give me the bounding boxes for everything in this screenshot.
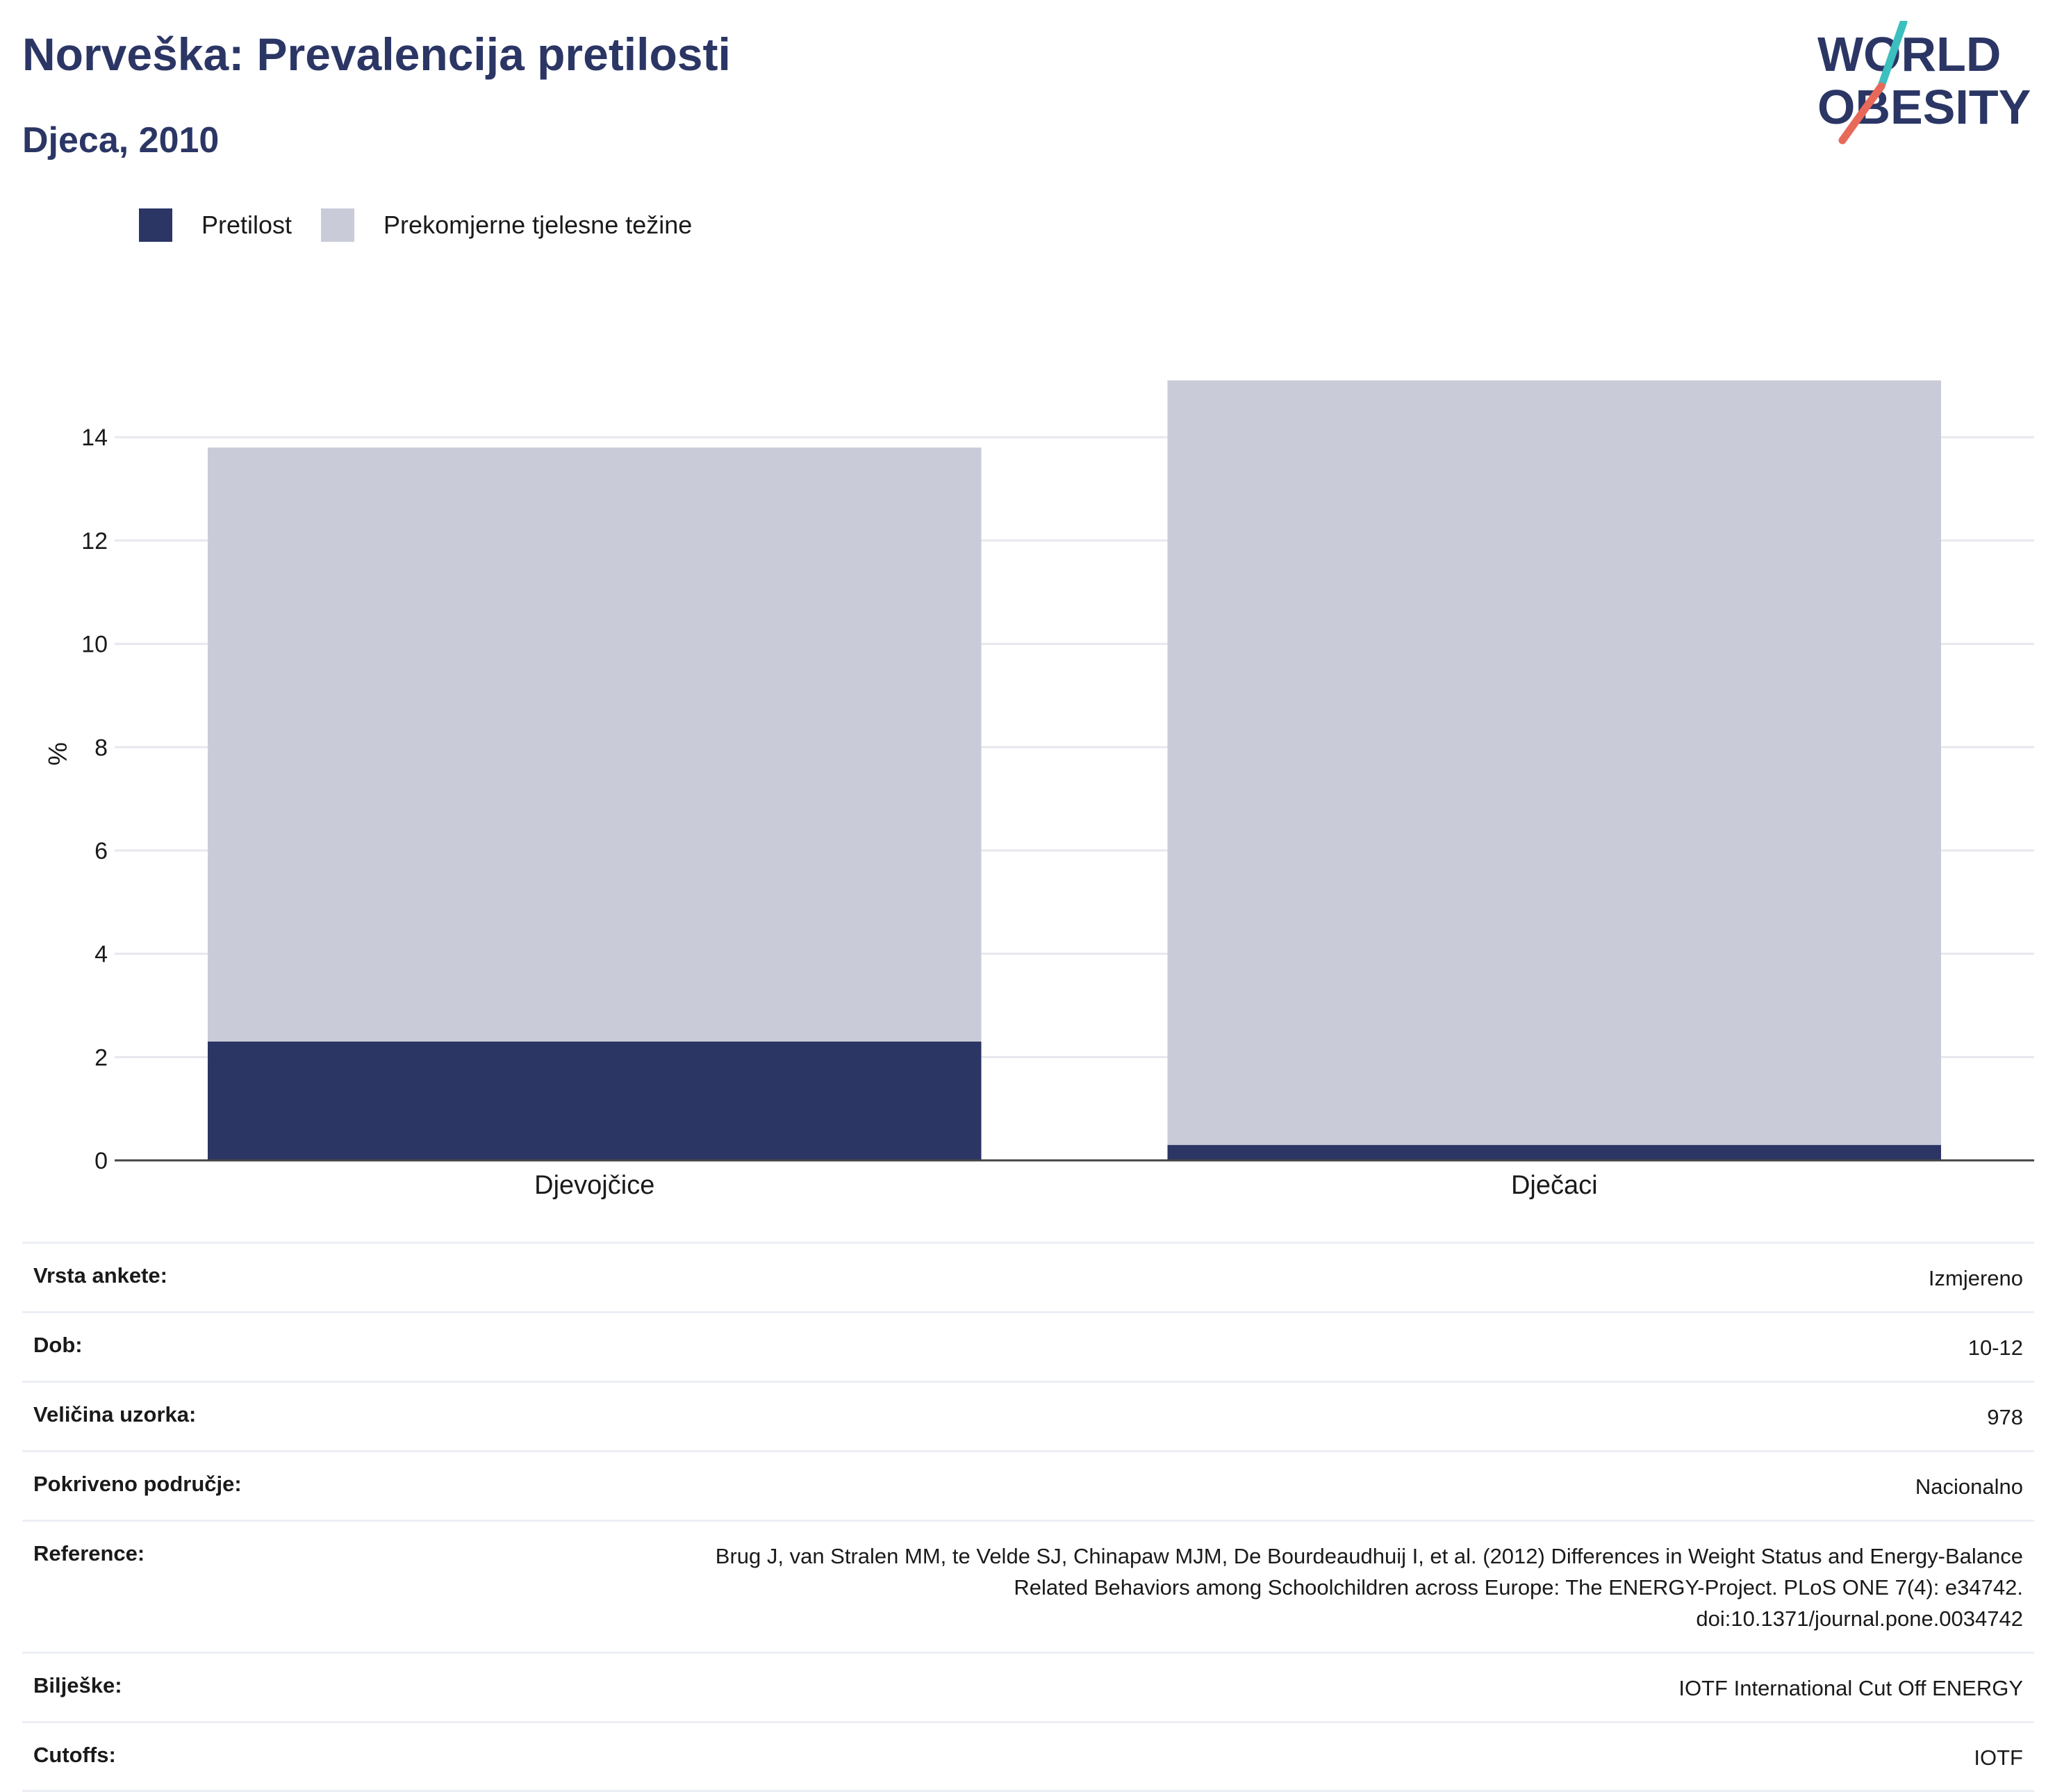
y-tick-label: 8 [94,734,108,761]
meta-value: IOTF International Cut Off ENERGY [1678,1673,2023,1704]
meta-row: Pokriveno područje: Nacionalno [22,1450,2034,1520]
y-tick-label: 2 [94,1044,108,1071]
meta-row: Veličina uzorka: 978 [22,1381,2034,1450]
bar-overweight [208,447,981,1042]
meta-value: Izmjereno [1929,1263,2023,1294]
meta-value-line: IOTF [1974,1743,2023,1774]
y-tick-label: 0 [94,1148,108,1174]
meta-row: Reference: Brug J, van Stralen MM, te Vel… [22,1520,2034,1652]
meta-key: Pokriveno područje: [33,1472,242,1497]
meta-value: 978 [1987,1402,2023,1433]
meta-value-line: doi:10.1371/journal.pone.0034742 [716,1604,2023,1635]
y-axis-label: % [42,742,72,766]
meta-value: Nacionalno [1915,1472,2023,1503]
x-tick-label: Dječaci [1511,1171,1598,1200]
meta-key: Dob: [33,1333,83,1358]
meta-value-line: Related Behaviors among Schoolchildren a… [716,1572,2023,1604]
meta-key: Veličina uzorka: [33,1402,196,1427]
y-tick-label: 14 [81,425,108,451]
meta-value-line: 10-12 [1968,1333,2023,1364]
y-tick-label: 12 [81,528,108,554]
meta-row: Dob: 10-12 [22,1311,2034,1381]
meta-key: Vrsta ankete: [33,1263,167,1288]
meta-value-line: 978 [1987,1402,2023,1433]
bar-obesity [1168,1145,1941,1160]
meta-value: Brug J, van Stralen MM, te Velde SJ, Chi… [716,1541,2023,1635]
meta-key: Reference: [33,1541,145,1566]
meta-value-line: Brug J, van Stralen MM, te Velde SJ, Chi… [716,1541,2023,1572]
meta-value-line: Izmjereno [1929,1263,2023,1294]
bar-chart: 0 2 4 6 8 10 12 14% Djevojčice Dječaci [0,0,2055,1223]
meta-value-line: IOTF International Cut Off ENERGY [1678,1673,2023,1704]
meta-row: Bilješke: IOTF International Cut Off ENER… [22,1652,2034,1721]
survey-details-table: Vrsta ankete: Izmjereno Dob: 10-12 Veličina … [22,1242,2034,1792]
meta-row: Cutoffs: IOTF [22,1721,2034,1792]
y-tick-label: 10 [81,632,108,658]
x-tick-label: Djevojčice [534,1171,654,1200]
meta-value: 10-12 [1968,1333,2023,1364]
bar-overweight [1168,380,1941,1144]
bar-obesity [208,1042,981,1160]
meta-row: Vrsta ankete: Izmjereno [22,1242,2034,1311]
meta-key: Bilješke: [33,1673,122,1698]
y-tick-label: 6 [94,838,108,864]
meta-value: IOTF [1974,1743,2023,1774]
meta-key: Cutoffs: [33,1743,116,1768]
meta-value-line: Nacionalno [1915,1472,2023,1503]
y-tick-label: 4 [94,942,108,968]
